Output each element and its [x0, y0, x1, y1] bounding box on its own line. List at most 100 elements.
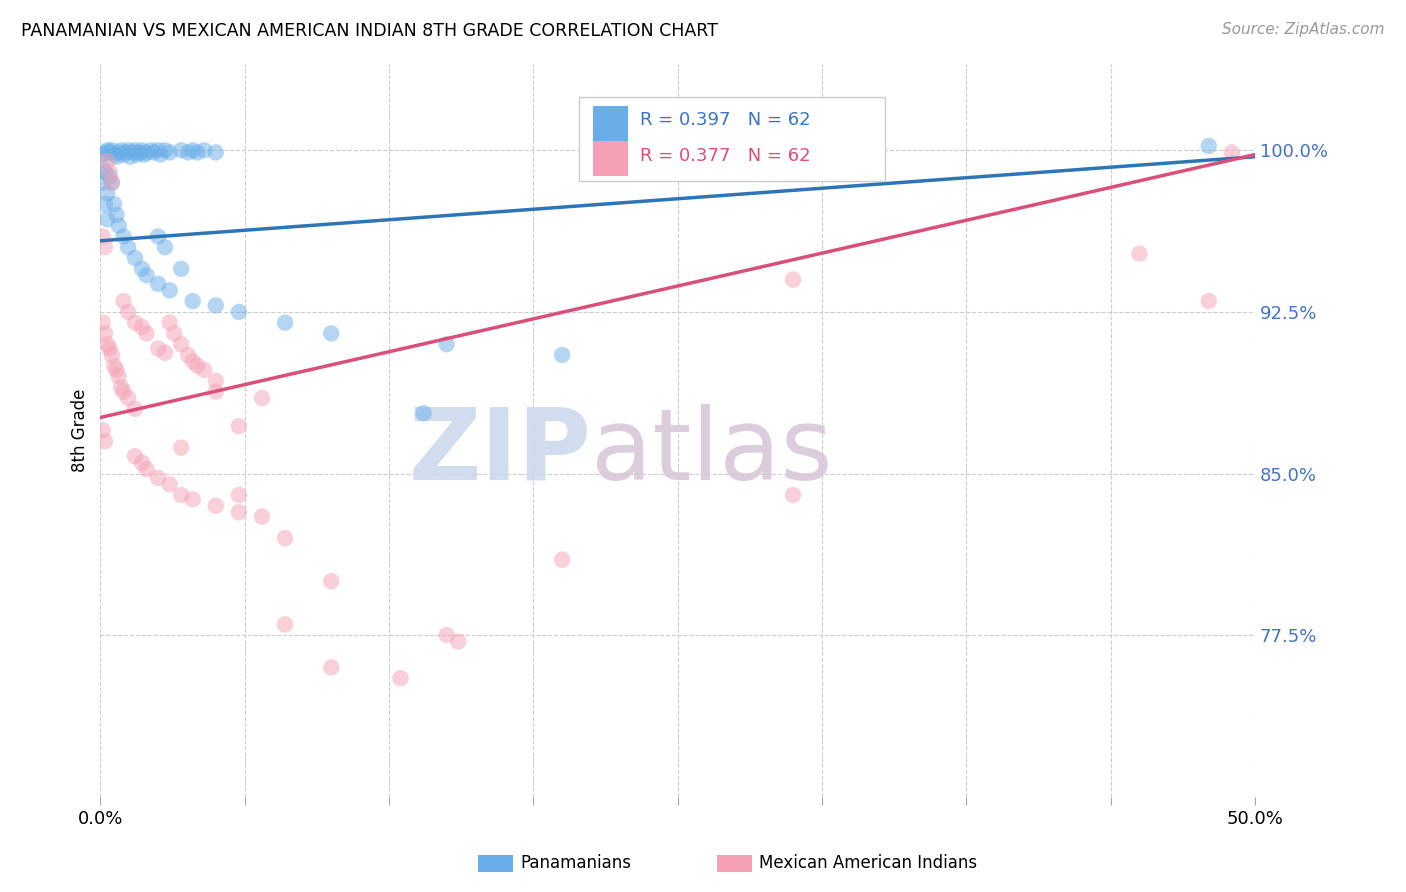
Point	[114, 145, 136, 160]
Point	[124, 251, 146, 265]
Point	[101, 348, 124, 362]
Point	[91, 229, 114, 244]
Point	[101, 176, 124, 190]
Point	[91, 176, 114, 190]
Point	[112, 147, 135, 161]
Point	[274, 617, 297, 632]
Point	[177, 348, 200, 362]
Point	[274, 316, 297, 330]
Point	[250, 509, 273, 524]
Point	[1198, 139, 1220, 153]
Point	[163, 326, 186, 341]
Point	[204, 374, 226, 388]
Point	[124, 316, 146, 330]
Point	[135, 326, 157, 341]
Text: R = 0.397   N = 62: R = 0.397 N = 62	[640, 112, 810, 129]
Point	[131, 143, 153, 157]
Point	[127, 147, 149, 161]
Point	[551, 552, 574, 566]
Text: R = 0.377   N = 62: R = 0.377 N = 62	[640, 146, 810, 165]
Point	[112, 384, 135, 399]
Point	[228, 419, 250, 434]
Point	[108, 219, 131, 233]
FancyBboxPatch shape	[579, 97, 886, 181]
Point	[112, 294, 135, 309]
Point	[94, 145, 117, 160]
Point	[131, 456, 153, 470]
Point	[321, 574, 343, 589]
Point	[782, 488, 804, 502]
Point	[146, 229, 169, 244]
Point	[117, 305, 139, 319]
Point	[551, 348, 574, 362]
Point	[108, 369, 131, 384]
Point	[250, 391, 273, 405]
Point	[204, 384, 226, 399]
Point	[98, 165, 121, 179]
Point	[193, 143, 215, 157]
Point	[177, 145, 200, 160]
Text: PANAMANIAN VS MEXICAN AMERICAN INDIAN 8TH GRADE CORRELATION CHART: PANAMANIAN VS MEXICAN AMERICAN INDIAN 8T…	[21, 22, 718, 40]
Point	[121, 145, 143, 160]
Point	[101, 143, 124, 157]
Point	[117, 143, 139, 157]
Point	[124, 401, 146, 416]
Point	[91, 316, 114, 330]
Point	[204, 298, 226, 312]
Point	[181, 492, 204, 507]
Point	[159, 316, 181, 330]
Point	[170, 261, 193, 276]
Bar	[593, 106, 628, 141]
Point	[321, 326, 343, 341]
Point	[94, 240, 117, 254]
Point	[96, 143, 118, 157]
Point	[135, 268, 157, 283]
Point	[124, 450, 146, 464]
Point	[153, 143, 176, 157]
Point	[112, 229, 135, 244]
Point	[105, 208, 128, 222]
Point	[228, 305, 250, 319]
Point	[146, 143, 169, 157]
Point	[146, 342, 169, 356]
Point	[170, 143, 193, 157]
Point	[141, 143, 163, 157]
Point	[159, 145, 181, 160]
Point	[103, 359, 125, 373]
Point	[146, 277, 169, 291]
Point	[134, 147, 156, 161]
Text: Mexican American Indians: Mexican American Indians	[759, 855, 977, 872]
Point	[94, 434, 117, 449]
Point	[149, 147, 172, 161]
Point	[274, 531, 297, 545]
Point	[1198, 294, 1220, 309]
Point	[98, 342, 121, 356]
Point	[170, 488, 193, 502]
Point	[91, 161, 114, 175]
Point	[436, 628, 458, 642]
Point	[128, 145, 150, 160]
Point	[181, 354, 204, 368]
Text: ZIP: ZIP	[408, 404, 591, 501]
Point	[96, 337, 118, 351]
Text: atlas: atlas	[591, 404, 832, 501]
Point	[110, 380, 132, 394]
Point	[103, 147, 125, 161]
Point	[94, 326, 117, 341]
Point	[436, 337, 458, 351]
Point	[96, 212, 118, 227]
Point	[108, 145, 131, 160]
Point	[98, 145, 121, 160]
Point	[117, 240, 139, 254]
Point	[782, 272, 804, 286]
Point	[1128, 246, 1150, 260]
Point	[96, 186, 118, 201]
Point	[193, 363, 215, 377]
Point	[105, 150, 128, 164]
Point	[181, 294, 204, 309]
Point	[110, 143, 132, 157]
Point	[186, 145, 208, 160]
Text: Source: ZipAtlas.com: Source: ZipAtlas.com	[1222, 22, 1385, 37]
Point	[105, 363, 128, 377]
Text: Panamanians: Panamanians	[520, 855, 631, 872]
